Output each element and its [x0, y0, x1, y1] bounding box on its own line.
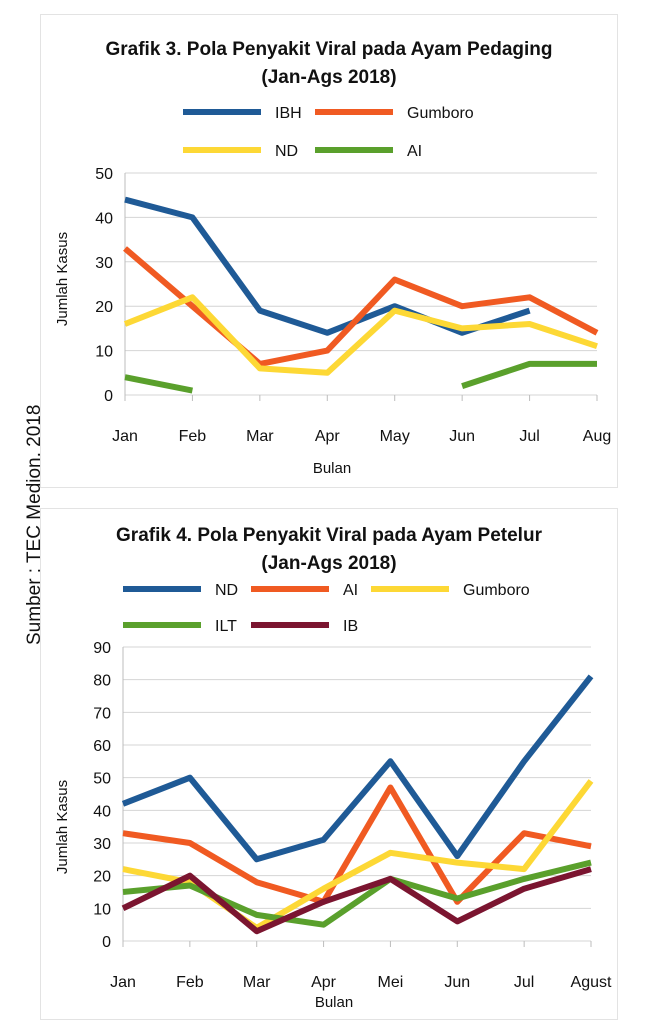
- y-tick-label: 0: [102, 934, 111, 951]
- y-tick-label: 80: [93, 673, 111, 690]
- plot-area: 0 10 20 30 40 50 60 70 80 90 Jan Feb Mar Apr Mei Jun Jul…: [93, 640, 612, 991]
- y-tick-label: 20: [95, 299, 113, 316]
- y-tick-label: 20: [93, 869, 111, 886]
- chart-legend: ND AI Gumboro ILT IB: [123, 582, 530, 635]
- y-tick-label: 70: [93, 705, 111, 722]
- x-tick-label: Jan: [112, 428, 138, 445]
- legend-label-gumboro: Gumboro: [407, 105, 474, 122]
- x-tick-label: Jun: [449, 428, 475, 445]
- x-tick-label: Feb: [176, 974, 204, 991]
- y-axis-label: Jumlah Kasus: [54, 232, 71, 326]
- series-line-gumboro: [123, 246, 599, 367]
- y-tick-label: 90: [93, 640, 111, 657]
- series-line-nd: [123, 294, 598, 376]
- legend-label-ai: AI: [407, 143, 422, 160]
- chart-broiler: Grafik 3. Pola Penyakit Viral pada Ayam …: [54, 39, 611, 477]
- y-tick-label: 40: [93, 803, 111, 820]
- legend-label-nd: ND: [215, 582, 238, 599]
- chart-legend: IBH Gumboro ND AI: [183, 105, 474, 160]
- series-ib: [121, 866, 592, 935]
- series-ai: [122, 784, 592, 905]
- series-line-ib: [121, 866, 592, 935]
- x-tick-label: Jul: [514, 974, 534, 991]
- legend-label-ilt: ILT: [215, 618, 237, 635]
- x-tick-label: Agust: [571, 974, 612, 991]
- y-tick-label: 10: [95, 344, 113, 361]
- x-tick-label: Mar: [246, 428, 274, 445]
- x-tick-label: Mar: [243, 974, 271, 991]
- series-line-ai: [122, 784, 592, 905]
- x-tick-label: Aug: [583, 428, 611, 445]
- series-line-nd: [121, 674, 594, 863]
- plot-area: 0 10 20 30 40 50 Jan Feb Mar Apr May Jun Jul Aug: [95, 166, 611, 445]
- x-tick-label: Jul: [519, 428, 539, 445]
- series-line-ai: [461, 360, 597, 389]
- series-gumboro: [123, 246, 599, 367]
- chart-panel-broiler: Grafik 3. Pola Penyakit Viral pada Ayam …: [40, 14, 618, 488]
- source-note-text: Sumber : TEC Medion, 2018: [24, 405, 45, 645]
- y-tick-label: 0: [104, 388, 113, 405]
- series-line-ibh: [124, 196, 531, 336]
- chart-title-line1: Grafik 3. Pola Penyakit Viral pada Ayam …: [105, 39, 552, 60]
- x-tick-label: May: [380, 428, 410, 445]
- series-ibh: [124, 196, 531, 336]
- y-tick-label: 50: [95, 166, 113, 183]
- x-tick-label: Apr: [315, 428, 341, 445]
- y-tick-label: 30: [95, 255, 113, 272]
- chart-panel-layer: Grafik 4. Pola Penyakit Viral pada Ayam …: [40, 508, 618, 1020]
- legend-label-nd: ND: [275, 143, 298, 160]
- x-tick-label: Mei: [378, 974, 404, 991]
- legend-label-ib: IB: [343, 618, 358, 635]
- y-tick-label: 40: [95, 210, 113, 227]
- series-ai: [124, 360, 597, 394]
- x-axis-label: Bulan: [313, 460, 351, 477]
- x-axis-label: Bulan: [315, 994, 353, 1011]
- y-tick-label: 50: [93, 771, 111, 788]
- series-nd: [123, 294, 598, 376]
- chart-layer: Grafik 4. Pola Penyakit Viral pada Ayam …: [54, 525, 612, 1011]
- chart-title-line1: Grafik 4. Pola Penyakit Viral pada Ayam …: [116, 525, 543, 546]
- series-line-ilt: [122, 859, 592, 928]
- legend-label-gumboro: Gumboro: [463, 582, 530, 599]
- chart-title-line2: (Jan-Ags 2018): [261, 67, 396, 88]
- x-tick-label: Jun: [444, 974, 470, 991]
- y-tick-label: 60: [93, 738, 111, 755]
- y-tick-label: 30: [93, 836, 111, 853]
- x-tick-label: Jan: [110, 974, 136, 991]
- legend-label-ai: AI: [343, 582, 358, 599]
- chart-title-line2: (Jan-Ags 2018): [261, 553, 396, 574]
- x-tick-label: Apr: [311, 974, 337, 991]
- legend-label-ibh: IBH: [275, 105, 302, 122]
- x-tick-label: Feb: [179, 428, 207, 445]
- series-line-ai: [124, 374, 193, 394]
- y-tick-label: 10: [93, 901, 111, 918]
- series-nd: [121, 674, 594, 863]
- series-ilt: [122, 859, 592, 928]
- source-note: Sumber : TEC Medion, 2018: [24, 405, 45, 645]
- y-axis-label: Jumlah Kasus: [54, 780, 71, 874]
